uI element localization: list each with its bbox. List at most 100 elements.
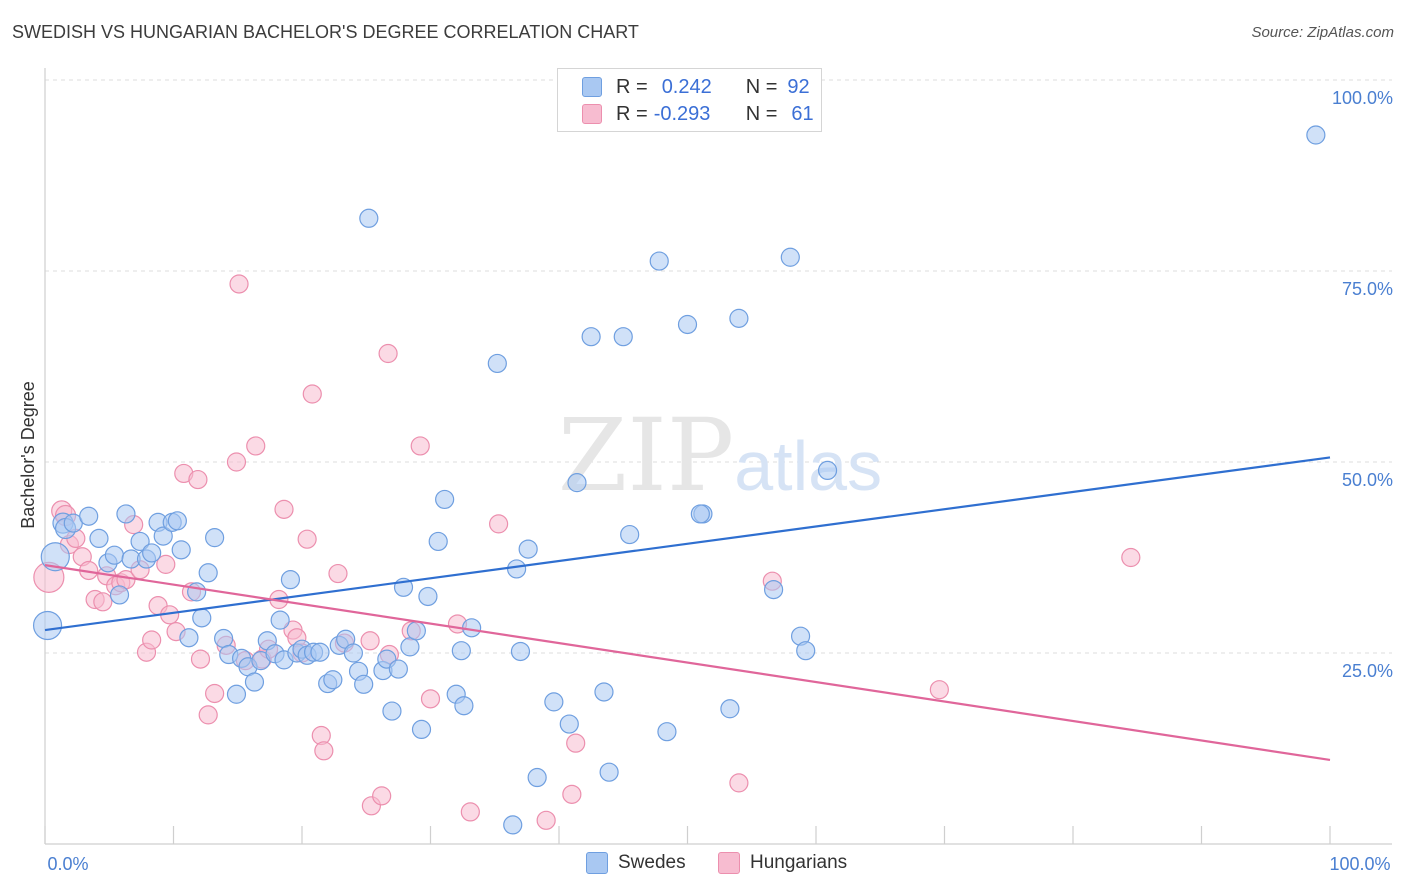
chart-title: SWEDISH VS HUNGARIAN BACHELOR'S DEGREE C… xyxy=(12,22,639,42)
tick-labels: 100.0% 75.0% 50.0% 25.0% 0.0% 100.0% xyxy=(47,88,1393,874)
swedes-point xyxy=(198,563,218,583)
swedes-point xyxy=(32,610,63,641)
swedes-point xyxy=(226,684,247,704)
swedes-point xyxy=(323,670,343,690)
hungarians-legend-swatch xyxy=(718,852,740,874)
y-tick-label: 25.0% xyxy=(1342,661,1393,681)
swedes-point xyxy=(79,506,99,526)
swedes-point xyxy=(109,585,130,605)
hungarians-point xyxy=(360,631,380,651)
watermark-zip: ZIP xyxy=(558,397,734,514)
swedes-point xyxy=(359,208,379,228)
swedes-point xyxy=(487,353,507,374)
hungarians-point xyxy=(729,773,749,793)
hungarians-point xyxy=(188,469,208,490)
hungarians-point xyxy=(562,784,582,804)
y-axis-label: Bachelor's Degree xyxy=(18,381,38,529)
swedes-n-value: 92 xyxy=(787,75,810,98)
legend-item-swedes[interactable]: Swedes xyxy=(586,852,686,874)
swedes-point xyxy=(187,582,207,602)
swedes-point xyxy=(116,504,136,524)
swedes-point xyxy=(1306,125,1326,145)
swedes-point xyxy=(435,489,455,510)
swedes-point xyxy=(506,559,527,579)
swedes-r-value: 0.242 xyxy=(661,75,712,98)
hungarians-swatch xyxy=(582,104,602,124)
y-tick-label: 100.0% xyxy=(1332,88,1393,108)
swedes-point xyxy=(89,528,109,549)
swedes-point xyxy=(763,579,784,600)
swedes-n-label: N = xyxy=(745,75,778,98)
watermark-atlas: atlas xyxy=(734,427,882,505)
x-tick-label: 100.0% xyxy=(1329,854,1390,874)
hungarians-n-label: N = xyxy=(745,102,778,125)
swedes-point xyxy=(280,570,301,590)
swedes-point xyxy=(594,682,614,702)
swedes-points xyxy=(32,125,1326,835)
swedes-point xyxy=(567,473,587,493)
swedes-point xyxy=(428,531,448,552)
axes xyxy=(44,68,1392,845)
swedes-point xyxy=(343,643,363,663)
swedes-trend-line xyxy=(44,456,1331,632)
swedes-point xyxy=(451,641,471,661)
swedes-point xyxy=(244,672,265,692)
hungarians-point xyxy=(489,514,509,534)
chart-source: Source: ZipAtlas.com xyxy=(1251,24,1394,41)
y-tick-label: 50.0% xyxy=(1342,470,1393,490)
grid-lines xyxy=(45,79,1392,654)
hungarians-point xyxy=(198,705,218,725)
swedes-point xyxy=(411,719,432,740)
y-tick-label: 75.0% xyxy=(1342,279,1393,299)
swedes-point xyxy=(142,543,162,563)
hungarians-points xyxy=(33,274,1141,830)
swedes-point xyxy=(270,610,290,630)
swedes-point xyxy=(104,545,124,565)
swedes-point xyxy=(527,767,547,788)
swedes-swatch xyxy=(582,77,602,97)
swedes-point xyxy=(559,714,579,734)
swedes-point xyxy=(406,621,426,641)
hungarians-point xyxy=(372,786,392,806)
hungarians-point xyxy=(328,563,348,584)
hungarians-point xyxy=(566,733,586,753)
swedes-r-label: R = xyxy=(616,75,648,98)
hungarians-point xyxy=(93,592,113,612)
swedes-point xyxy=(310,642,330,662)
legend-row-swedes: R = 0.242 N = 92 xyxy=(582,75,810,99)
series-legend: Swedes Hungarians xyxy=(0,852,1406,878)
swedes-point xyxy=(40,542,70,572)
swedes-point xyxy=(388,659,408,679)
hungarians-trend-line xyxy=(44,564,1331,762)
swedes-point xyxy=(620,524,640,545)
hungarians-point xyxy=(190,649,211,669)
swedes-point xyxy=(503,815,523,835)
swedes-point xyxy=(657,722,677,742)
hungarians-point xyxy=(156,554,176,574)
swedes-point xyxy=(382,701,402,721)
swedes-point xyxy=(796,641,816,661)
hungarians-point xyxy=(1121,547,1141,568)
swedes-point xyxy=(510,641,531,662)
hungarians-point xyxy=(460,802,480,822)
legend-item-hungarians[interactable]: Hungarians xyxy=(718,852,847,874)
hungarians-point xyxy=(314,741,334,761)
hungarians-point xyxy=(246,436,266,456)
hungarians-point xyxy=(378,343,398,364)
swedes-point xyxy=(354,674,374,694)
swedes-point xyxy=(817,460,838,481)
swedes-point xyxy=(167,511,187,531)
hungarians-n-value: 61 xyxy=(791,102,814,125)
hungarians-r-label: R = xyxy=(616,102,648,125)
swedes-point xyxy=(192,608,212,628)
swedes-point xyxy=(179,628,199,648)
hungarians-point xyxy=(420,689,441,709)
swedes-point xyxy=(400,637,420,657)
swedes-point xyxy=(153,526,173,546)
swedes-legend-label: Swedes xyxy=(618,852,686,873)
legend-row-hungarians: R = -0.293 N = 61 xyxy=(582,102,814,126)
hungarians-point xyxy=(226,452,247,472)
swedes-point xyxy=(418,586,438,607)
swedes-legend-swatch xyxy=(586,852,608,874)
